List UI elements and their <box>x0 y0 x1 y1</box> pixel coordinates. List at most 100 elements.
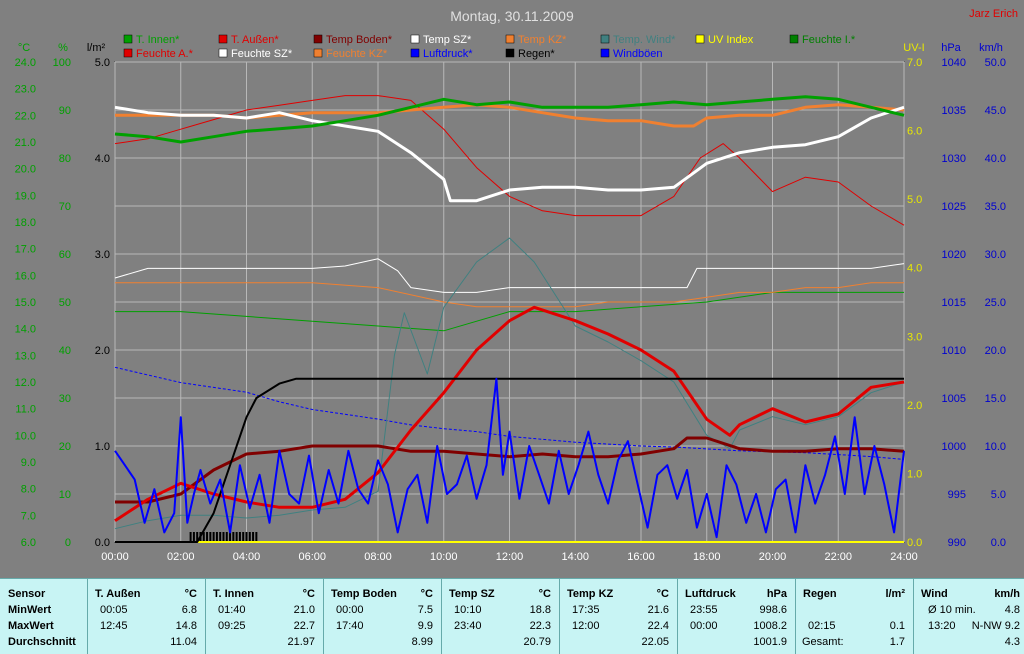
stats-label-min: MinWert <box>8 604 52 616</box>
axis-tick-temp: 24.0 <box>15 57 36 69</box>
axis-unit-rain: l/m² <box>87 42 106 54</box>
stats-min-time: 00:05 <box>100 604 128 616</box>
axis-tick-uv: 0.0 <box>907 537 922 549</box>
axis-tick-wind: 10.0 <box>985 441 1006 453</box>
stats-unit: °C <box>538 588 551 600</box>
stats-min-time: 23:55 <box>690 604 718 616</box>
stats-min-time: Ø 10 min. <box>928 604 976 616</box>
stats-header: Temp Boden <box>331 588 397 600</box>
stats-avg: 21.97 <box>287 636 315 648</box>
stats-min-time: 00:00 <box>336 604 364 616</box>
legend-label: T. Außen* <box>231 34 279 46</box>
rain-bar <box>206 532 209 542</box>
legend-swatch <box>695 34 705 44</box>
axis-tick-humidity: 0 <box>65 537 71 549</box>
stats-label-max: MaxWert <box>8 620 54 632</box>
axis-tick-pressure: 1005 <box>942 393 966 405</box>
axis-tick-wind: 35.0 <box>985 201 1006 213</box>
feuchte-aussen-line <box>114 95 905 226</box>
legend-label: Temp Boden* <box>326 34 393 46</box>
rain-bar <box>192 532 195 542</box>
axis-tick-rain: 2.0 <box>95 345 110 357</box>
legend-swatch <box>600 48 610 58</box>
rain-bar <box>189 532 192 542</box>
stats-avg: 1001.9 <box>753 636 787 648</box>
legend-swatch <box>218 34 228 44</box>
legend-swatch <box>410 48 420 58</box>
stats-max-time: 17:40 <box>336 620 364 632</box>
axis-tick-time: 10:00 <box>430 551 458 563</box>
axis-tick-temp: 6.0 <box>21 537 36 549</box>
legend-swatch <box>123 34 133 44</box>
axis-tick-rain: 5.0 <box>95 57 110 69</box>
axis-tick-humidity: 100 <box>53 57 71 69</box>
axis-tick-humidity: 60 <box>59 249 71 261</box>
chart-author: Jarz Erich <box>969 8 1018 20</box>
weather-chart: Montag, 30.11.2009 Jarz Erich T. Innen* T. … <box>15 8 1018 563</box>
axis-tick-uv: 6.0 <box>907 126 922 138</box>
axis-tick-time: 22:00 <box>824 551 852 563</box>
stats-avg: 22.05 <box>641 636 669 648</box>
legend-swatch <box>410 34 420 44</box>
rain-bar <box>229 532 232 542</box>
stats-header: Regen <box>803 588 837 600</box>
stats-label-avg: Durchschnitt <box>8 636 76 648</box>
axis-tick-pressure: 1010 <box>942 345 966 357</box>
axis-tick-time: 18:00 <box>693 551 721 563</box>
axis-tick-wind: 20.0 <box>985 345 1006 357</box>
axis-tick-humidity: 20 <box>59 441 71 453</box>
axis-tick-wind: 5.0 <box>991 489 1006 501</box>
axis-tick-pressure: 1000 <box>942 441 966 453</box>
stats-min-time: 01:40 <box>218 604 246 616</box>
axis-tick-temp: 20.0 <box>15 164 36 176</box>
stats-max-val: 14.8 <box>175 620 197 632</box>
feuchte-sz-line <box>114 258 905 293</box>
axis-tick-wind: 0.0 <box>991 537 1006 549</box>
axis-tick-temp: 12.0 <box>15 377 36 389</box>
stats-col-sensor: Sensor MinWert MaxWert Durchschnitt <box>0 579 88 654</box>
axis-tick-time: 12:00 <box>496 551 524 563</box>
axis-tick-uv: 4.0 <box>907 263 922 275</box>
legend-label: Feuchte KZ* <box>326 48 388 60</box>
stats-max-val: N-NW 9.2 <box>971 620 1020 632</box>
axis-tick-pressure: 1020 <box>942 249 966 261</box>
stats-header: T. Innen <box>213 588 254 600</box>
rain-bar <box>238 532 241 542</box>
legend-label: Temp. Wind* <box>613 34 676 46</box>
stats-unit: l/m² <box>885 588 905 600</box>
legend-label: Feuchte A.* <box>136 48 194 60</box>
legend-label: Windböen <box>613 48 663 60</box>
windboeen-line <box>114 377 905 539</box>
axis-tick-wind: 15.0 <box>985 393 1006 405</box>
axis-tick-temp: 23.0 <box>15 84 36 96</box>
stats-min-val: 21.0 <box>293 604 315 616</box>
legend-swatch <box>218 48 228 58</box>
axis-tick-temp: 17.0 <box>15 244 36 256</box>
legend-swatch <box>313 34 323 44</box>
stats-unit: °C <box>420 588 433 600</box>
axis-unit-wind: km/h <box>979 42 1003 54</box>
axis-tick-temp: 16.0 <box>15 270 36 282</box>
legend-label: UV Index <box>708 34 754 46</box>
stats-max-time: 00:00 <box>690 620 718 632</box>
stats-col-wind: Wind km/h Ø 10 min. 4.8 13:20 N-NW 9.2 4… <box>914 579 1024 654</box>
stats-avg: 1.7 <box>889 636 905 648</box>
rain-bar <box>252 532 255 542</box>
axis-tick-temp: 8.0 <box>21 484 36 496</box>
legend-swatch <box>123 48 133 58</box>
rain-bar <box>222 532 225 542</box>
axis-tick-temp: 22.0 <box>15 110 36 122</box>
axis-tick-wind: 45.0 <box>985 105 1006 117</box>
stats-col-temp-kz: Temp KZ °C 17:35 21.6 12:00 22.4 22.05 <box>560 579 678 654</box>
stats-header: Temp KZ <box>567 588 614 600</box>
legend-label: Feuchte I.* <box>802 34 856 46</box>
axis-unit-humidity: % <box>58 42 68 54</box>
axis-tick-time: 04:00 <box>233 551 261 563</box>
legend-label: Temp KZ* <box>518 34 567 46</box>
stats-max-time: 09:25 <box>218 620 246 632</box>
axis-tick-pressure: 1035 <box>942 105 966 117</box>
stats-max-val: 22.7 <box>293 620 315 632</box>
stats-avg-label: Gesamt: <box>802 636 844 648</box>
axis-tick-rain: 1.0 <box>95 441 110 453</box>
